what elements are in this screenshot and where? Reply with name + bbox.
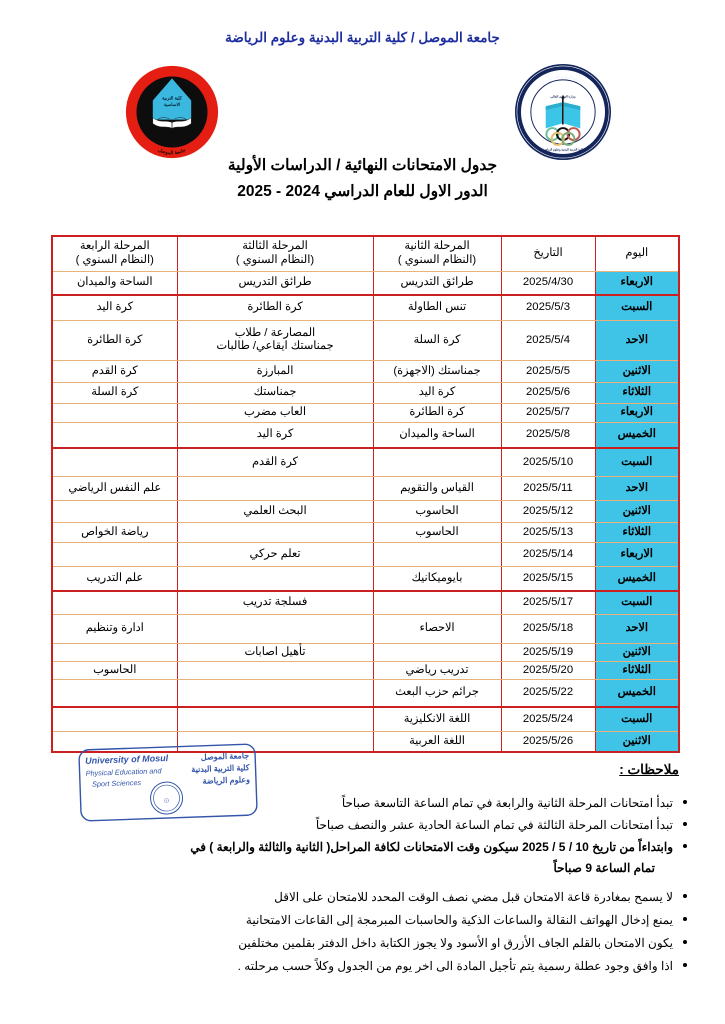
svg-text:Physical Education and: Physical Education and bbox=[85, 766, 162, 778]
svg-text:وعلوم الرياضة: وعلوم الرياضة bbox=[202, 775, 250, 787]
svg-text:كلية التربية البدنية وعلوم الر: كلية التربية البدنية وعلوم الرياضة bbox=[543, 147, 584, 151]
svg-text:كلية التربية البدنية: كلية التربية البدنية bbox=[191, 763, 250, 775]
svg-text:Sport Sciences: Sport Sciences bbox=[92, 778, 142, 789]
svg-text:۞: ۞ bbox=[164, 794, 170, 804]
svg-text:جامعة الموصل: جامعة الموصل bbox=[201, 751, 250, 763]
svg-text:University of Mosul: University of Mosul bbox=[85, 753, 169, 766]
